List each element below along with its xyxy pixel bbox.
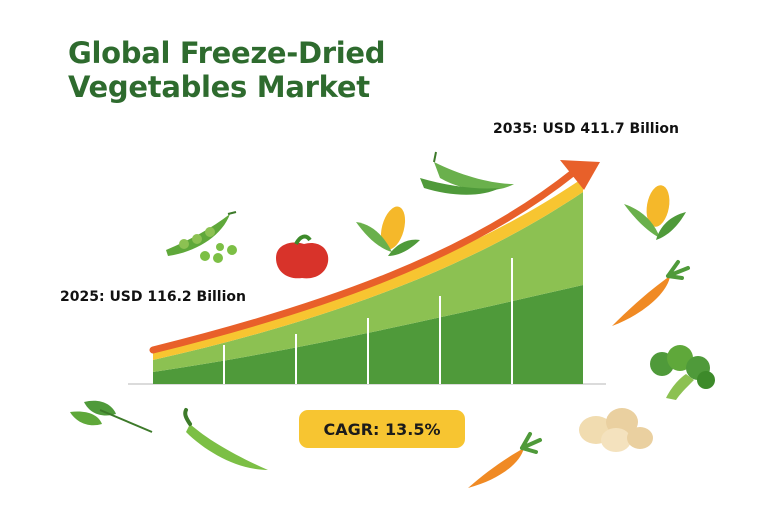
broccoli-icon [650,345,715,400]
area-light [153,192,583,372]
herb-leaves-icon [70,400,153,433]
garlic-icon [579,408,653,452]
green-chili-icon [183,408,268,470]
title-line-1: Global Freeze-Dried [68,36,386,70]
cagr-label: CAGR: 13.5% [323,419,441,439]
page-title: Global Freeze-Dried Vegetables Market [68,36,386,104]
carrot-right-icon [612,260,690,326]
corn-right-icon [624,185,686,240]
corn-icon [356,206,420,256]
cagr-badge: CAGR: 13.5% [299,410,465,448]
carrot-bottom-icon [468,432,542,488]
area-dividers [223,258,513,384]
annotation-2025: 2025: USD 116.2 Billion [60,289,246,305]
pea-pod-icon [166,211,237,263]
bell-pepper-icon [276,234,329,279]
trend-line [149,168,578,354]
pea-pods-top-icon [420,151,514,195]
title-line-2: Vegetables Market [68,70,370,104]
annotation-2035: 2035: USD 411.7 Billion [493,121,679,137]
trend-arrowhead [560,160,600,190]
